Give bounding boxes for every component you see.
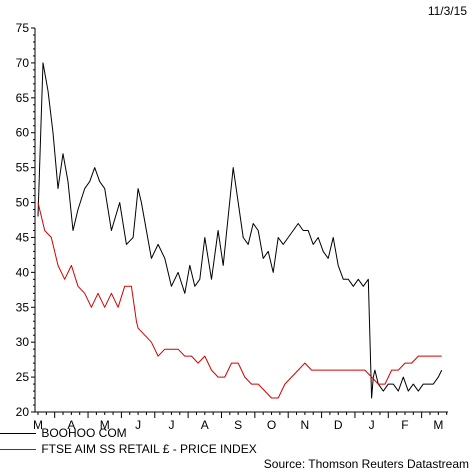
legend-label-boohoo: BOOHOO COM [41,426,127,440]
series-line-1 [37,202,442,399]
legend-item-boohoo: BOOHOO COM [0,426,127,440]
y-tick-label: 65 [16,91,30,105]
x-tick-label: A [67,418,75,432]
y-tick-label: 40 [16,265,30,279]
y-tick-label: 75 [16,21,30,35]
y-tick-label: 60 [16,126,30,140]
x-tick-label: N [301,418,310,432]
series-line-0 [37,62,443,399]
y-tick-label: 70 [16,56,30,70]
legend-swatch-boohoo [0,433,36,435]
legend-label-ftse: FTSE AIM SS RETAIL £ - PRICE INDEX [41,442,257,456]
x-tick-label: A [201,418,209,432]
source-note: Source: Thomson Reuters Datastream [263,457,469,471]
y-tick-label: 35 [16,300,30,314]
x-tick-label: J [135,418,141,432]
y-tick-label: 30 [16,335,30,349]
axes: 20 25 30 35 40 45 50 55 60 65 70 75 M A M J J A S O N D J F M [16,21,448,432]
y-tick-label: 55 [16,161,30,175]
x-tick-label: J [168,418,174,432]
x-tick-label: D [334,418,343,432]
x-tick-label: S [234,418,242,432]
x-tick-label: O [267,418,276,432]
series-layer [37,62,443,399]
y-tick-label: 50 [16,196,30,210]
x-tick-label: F [401,418,408,432]
x-tick-label: J [369,418,375,432]
y-tick-label: 25 [16,370,30,384]
chart-date: 11/3/15 [427,4,467,18]
legend-swatch-ftse [0,449,36,451]
y-tick-label: 45 [16,230,30,244]
y-tick-label: 20 [16,405,30,419]
x-tick-label: M [33,418,43,432]
legend-item-ftse: FTSE AIM SS RETAIL £ - PRICE INDEX [0,442,257,456]
x-tick-label: M [433,418,443,432]
x-tick-label: M [100,418,110,432]
